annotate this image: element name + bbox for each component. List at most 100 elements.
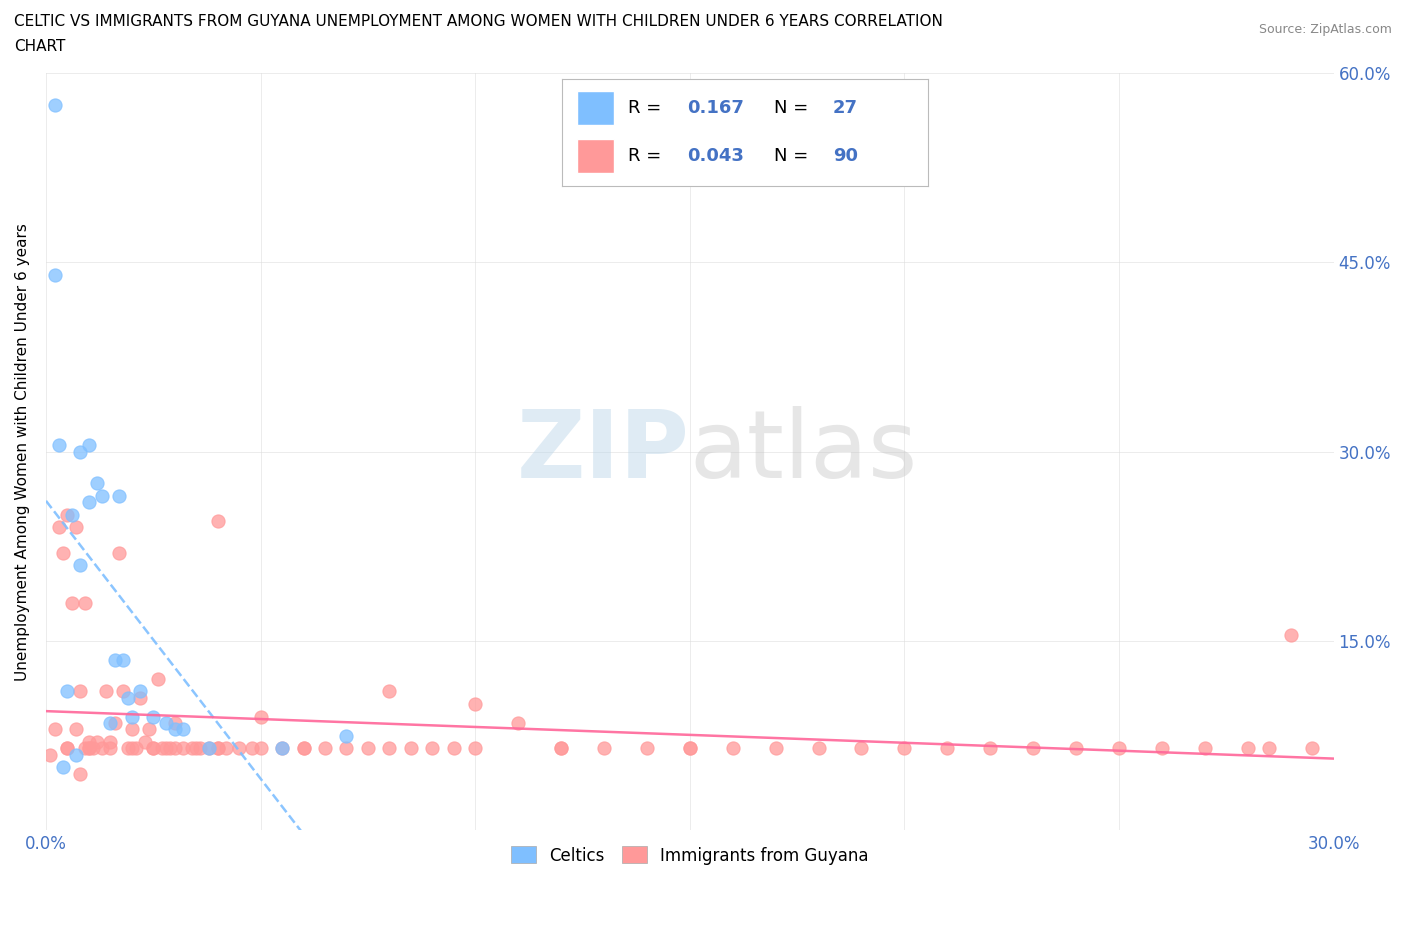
Point bbox=[65, 722, 87, 737]
Point bbox=[1150, 741, 1173, 756]
Point bbox=[1064, 741, 1087, 756]
Point bbox=[1194, 741, 1216, 756]
Point bbox=[593, 741, 616, 756]
Point bbox=[335, 728, 357, 743]
Point bbox=[198, 741, 221, 756]
Text: CHART: CHART bbox=[14, 39, 66, 54]
Point bbox=[228, 741, 250, 756]
Point bbox=[138, 722, 160, 737]
Point bbox=[420, 741, 443, 756]
Point bbox=[807, 741, 830, 756]
Point bbox=[56, 741, 79, 756]
Point bbox=[108, 545, 131, 560]
Point bbox=[69, 445, 91, 459]
Point bbox=[98, 715, 121, 730]
Point bbox=[142, 741, 165, 756]
Point bbox=[636, 741, 658, 756]
Point bbox=[117, 690, 139, 705]
Point bbox=[77, 438, 100, 453]
Point bbox=[335, 741, 357, 756]
Point bbox=[508, 715, 530, 730]
Point bbox=[104, 653, 127, 668]
Point bbox=[1258, 741, 1281, 756]
Point bbox=[44, 98, 66, 113]
Point bbox=[292, 741, 315, 756]
Point bbox=[60, 596, 83, 611]
Point bbox=[90, 488, 112, 503]
Point bbox=[1301, 741, 1323, 756]
Point bbox=[399, 741, 422, 756]
Point bbox=[56, 684, 79, 699]
Point bbox=[550, 741, 572, 756]
Point bbox=[69, 684, 91, 699]
Point bbox=[378, 684, 401, 699]
Text: Source: ZipAtlas.com: Source: ZipAtlas.com bbox=[1258, 23, 1392, 36]
Point bbox=[198, 741, 221, 756]
Point bbox=[936, 741, 959, 756]
Point bbox=[112, 653, 135, 668]
Point bbox=[98, 735, 121, 750]
Point bbox=[52, 760, 75, 775]
Point bbox=[443, 741, 465, 756]
Point bbox=[186, 741, 208, 756]
Point bbox=[172, 722, 194, 737]
Point bbox=[464, 741, 486, 756]
Point bbox=[893, 741, 915, 756]
Point bbox=[129, 690, 152, 705]
Y-axis label: Unemployment Among Women with Children Under 6 years: Unemployment Among Women with Children U… bbox=[15, 223, 30, 681]
Point bbox=[271, 741, 294, 756]
Point bbox=[77, 741, 100, 756]
Point bbox=[292, 741, 315, 756]
Bar bbox=[576, 139, 613, 173]
Point bbox=[314, 741, 336, 756]
Point bbox=[65, 520, 87, 535]
Point bbox=[44, 722, 66, 737]
Point bbox=[215, 741, 238, 756]
Point bbox=[180, 741, 202, 756]
Point bbox=[163, 715, 186, 730]
Point bbox=[112, 684, 135, 699]
Point bbox=[142, 741, 165, 756]
Point bbox=[134, 735, 156, 750]
Point bbox=[56, 508, 79, 523]
Text: R =: R = bbox=[628, 147, 668, 165]
Point bbox=[851, 741, 873, 756]
Point bbox=[1279, 627, 1302, 642]
Point bbox=[378, 741, 401, 756]
Text: 0.167: 0.167 bbox=[686, 99, 744, 117]
Point bbox=[163, 741, 186, 756]
Point bbox=[679, 741, 702, 756]
Point bbox=[163, 722, 186, 737]
Point bbox=[240, 741, 263, 756]
Point bbox=[1236, 741, 1258, 756]
Point bbox=[125, 741, 148, 756]
Point bbox=[207, 513, 229, 528]
Point bbox=[207, 741, 229, 756]
Point bbox=[108, 488, 131, 503]
Point bbox=[249, 741, 271, 756]
Point bbox=[721, 741, 744, 756]
Point bbox=[357, 741, 380, 756]
Point bbox=[979, 741, 1001, 756]
Point bbox=[44, 268, 66, 283]
Point bbox=[271, 741, 294, 756]
Point bbox=[1108, 741, 1130, 756]
Point bbox=[39, 747, 62, 762]
Bar bbox=[576, 91, 613, 125]
Point bbox=[60, 508, 83, 523]
Point bbox=[172, 741, 194, 756]
Point bbox=[159, 741, 181, 756]
Point bbox=[765, 741, 787, 756]
Point bbox=[129, 684, 152, 699]
Point bbox=[98, 741, 121, 756]
Point bbox=[94, 684, 117, 699]
Point bbox=[77, 741, 100, 756]
Point bbox=[679, 741, 702, 756]
Point bbox=[69, 766, 91, 781]
Point bbox=[77, 735, 100, 750]
Point bbox=[207, 741, 229, 756]
Point bbox=[86, 476, 108, 491]
Point bbox=[90, 741, 112, 756]
Point bbox=[249, 710, 271, 724]
Point bbox=[155, 741, 177, 756]
